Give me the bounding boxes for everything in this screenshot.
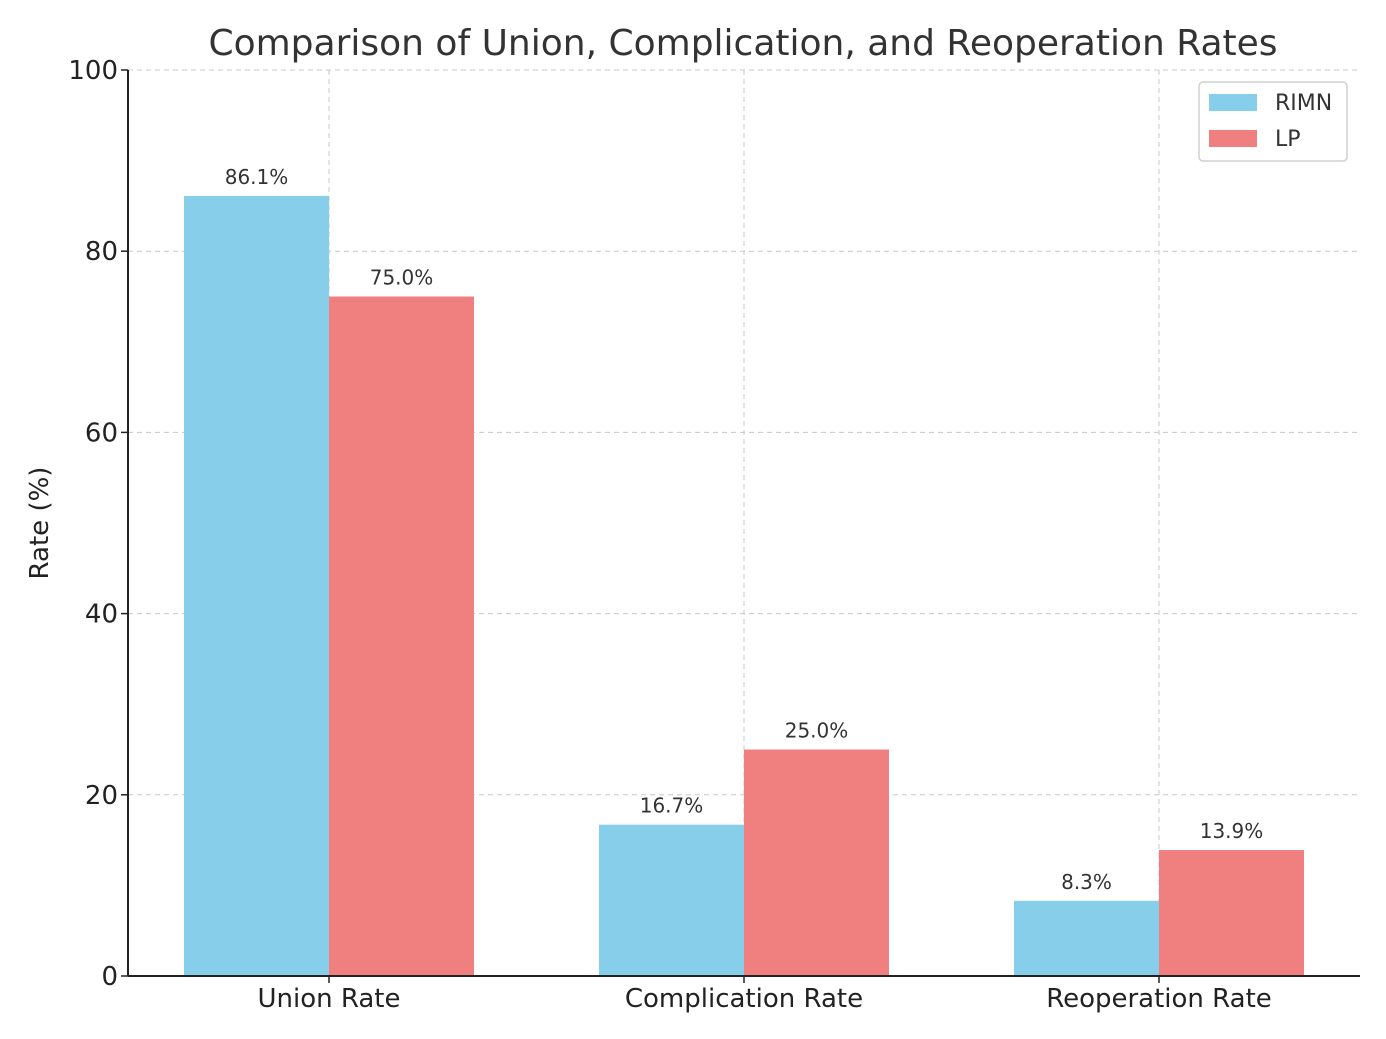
data-label: 75.0%: [370, 266, 434, 290]
bar-lp-3: [1159, 850, 1304, 976]
bar-rimn-2: [599, 824, 744, 976]
bar-rimn-3: [1014, 900, 1159, 976]
data-labels: 86.1% 75.0% 16.7% 25.0% 8.3% 13.9%: [225, 165, 1264, 894]
data-label: 13.9%: [1200, 819, 1264, 843]
data-label: 25.0%: [785, 719, 849, 743]
y-tick-label: 80: [85, 237, 118, 267]
legend-label-rimn: RIMN: [1275, 91, 1332, 116]
legend-swatch-lp: [1209, 130, 1257, 147]
axes: 0 20 40 60 80 100 Union Rate Complication Rate R…: [68, 56, 1360, 1014]
chart-title: Comparison of Union, Complication, and R…: [208, 23, 1277, 64]
y-tick-label: 60: [85, 418, 118, 448]
bars: [184, 195, 1304, 976]
data-label: 16.7%: [640, 794, 704, 818]
legend: RIMN LP: [1198, 81, 1348, 162]
x-tick-label: Union Rate: [258, 984, 401, 1014]
y-axis-label: Rate (%): [25, 467, 55, 580]
legend-swatch-rimn: [1209, 94, 1257, 111]
legend-label-lp: LP: [1275, 127, 1301, 152]
data-label: 86.1%: [225, 165, 289, 189]
bar-lp-2: [744, 749, 889, 976]
y-tick-label: 20: [85, 781, 118, 811]
x-tick-label: Complication Rate: [625, 984, 863, 1014]
x-tick-label: Reoperation Rate: [1046, 984, 1272, 1014]
data-label: 8.3%: [1061, 870, 1112, 894]
y-tick-label: 40: [85, 600, 118, 630]
bar-lp-1: [329, 296, 474, 976]
y-tick-label: 0: [101, 962, 118, 992]
y-tick-label: 100: [68, 56, 118, 86]
bar-rimn-1: [184, 195, 329, 976]
